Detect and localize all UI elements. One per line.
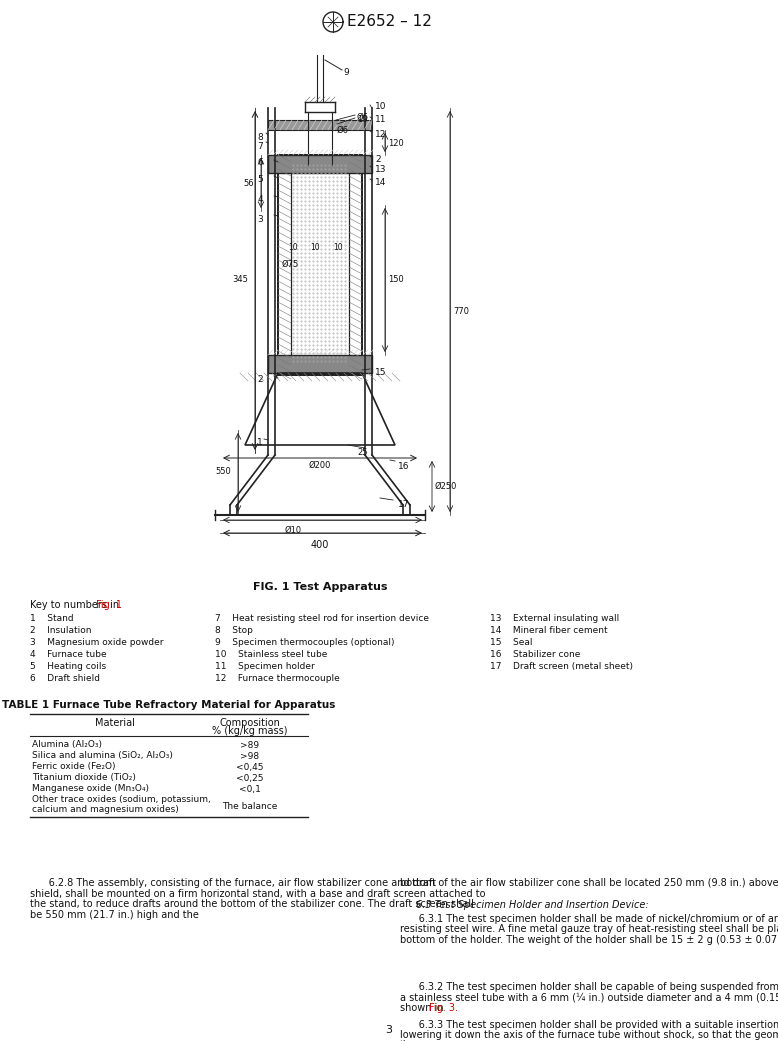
Bar xyxy=(278,155,362,375)
Text: Ø75: Ø75 xyxy=(282,260,300,269)
Bar xyxy=(278,155,362,375)
Text: resisting steel wire. A fine metal gauze tray of heat-resisting steel shall be p: resisting steel wire. A fine metal gauze… xyxy=(400,924,778,935)
Text: 13    External insulating wall: 13 External insulating wall xyxy=(490,614,619,623)
Text: 345: 345 xyxy=(232,276,248,284)
Text: 16    Stabilizer cone: 16 Stabilizer cone xyxy=(490,650,580,659)
Text: The balance: The balance xyxy=(223,802,278,811)
Text: 400: 400 xyxy=(311,540,329,550)
Text: 8    Stop: 8 Stop xyxy=(215,626,253,635)
Text: 3: 3 xyxy=(386,1025,392,1035)
Text: Ø6: Ø6 xyxy=(337,126,349,135)
Text: 6.3.3 The test specimen holder shall be provided with a suitable insertion devic: 6.3.3 The test specimen holder shall be … xyxy=(400,1019,778,1030)
Text: 150: 150 xyxy=(388,276,404,284)
Text: be 550 mm (21.7 in.) high and the: be 550 mm (21.7 in.) high and the xyxy=(30,910,199,919)
Text: 14    Mineral fiber cement: 14 Mineral fiber cement xyxy=(490,626,608,635)
Text: 10: 10 xyxy=(375,102,387,111)
Text: Material: Material xyxy=(95,718,135,728)
Text: Fig. 3.: Fig. 3. xyxy=(429,1002,458,1013)
Text: 2: 2 xyxy=(258,375,263,384)
Text: 14: 14 xyxy=(375,178,387,187)
Text: Manganese oxide (Mn₃O₄): Manganese oxide (Mn₃O₄) xyxy=(32,784,149,793)
Bar xyxy=(268,155,372,173)
Text: Ø6: Ø6 xyxy=(357,113,369,122)
Text: 10: 10 xyxy=(288,243,298,252)
Text: shield, shall be mounted on a firm horizontal stand, with a base and draft scree: shield, shall be mounted on a firm horiz… xyxy=(30,889,485,898)
Text: 9    Specimen thermocouples (optional): 9 Specimen thermocouples (optional) xyxy=(215,638,394,648)
Bar xyxy=(268,120,372,130)
Text: 6: 6 xyxy=(258,158,263,167)
Text: 6.3.2 The test specimen holder shall be capable of being suspended from the lowe: 6.3.2 The test specimen holder shall be … xyxy=(400,982,778,992)
Text: 10: 10 xyxy=(333,243,343,252)
Bar xyxy=(268,355,372,373)
Text: 12    Furnace thermocouple: 12 Furnace thermocouple xyxy=(215,674,340,683)
Text: 770: 770 xyxy=(453,306,469,315)
Text: 17: 17 xyxy=(398,500,409,509)
Text: Composition: Composition xyxy=(219,718,280,728)
Text: 6    Draft shield: 6 Draft shield xyxy=(30,674,100,683)
Text: TABLE 1 Furnace Tube Refractory Material for Apparatus: TABLE 1 Furnace Tube Refractory Material… xyxy=(2,700,335,710)
Text: Alumina (Al₂O₃): Alumina (Al₂O₃) xyxy=(32,740,102,750)
Text: 10: 10 xyxy=(310,243,320,252)
Text: 550: 550 xyxy=(216,467,231,477)
Text: 3    Magnesium oxide powder: 3 Magnesium oxide powder xyxy=(30,638,163,648)
Text: 2: 2 xyxy=(375,155,380,164)
Text: >89: >89 xyxy=(240,741,260,750)
Text: Silica and alumina (SiO₂, Al₂O₃): Silica and alumina (SiO₂, Al₂O₃) xyxy=(32,751,173,760)
Text: bottom of the holder. The weight of the holder shall be 15 ± 2 g (0.53 ± 0.07 oz: bottom of the holder. The weight of the … xyxy=(400,935,778,945)
Text: lowering it down the axis of the furnace tube without shock, so that the geometr: lowering it down the axis of the furnace… xyxy=(400,1030,778,1040)
Text: 16: 16 xyxy=(398,462,409,471)
Text: 11    Specimen holder: 11 Specimen holder xyxy=(215,662,315,671)
Text: shown in: shown in xyxy=(400,1002,443,1013)
Text: Fig. 1: Fig. 1 xyxy=(96,600,122,610)
Text: Other trace oxides (sodium, potassium,
calcium and magnesium oxides): Other trace oxides (sodium, potassium, c… xyxy=(32,795,211,814)
Text: 25: 25 xyxy=(357,448,367,457)
Text: 5    Heating coils: 5 Heating coils xyxy=(30,662,106,671)
Text: Titanium dioxide (TiO₂): Titanium dioxide (TiO₂) xyxy=(32,773,136,782)
Text: Key to numbers in: Key to numbers in xyxy=(30,600,122,610)
Text: 15: 15 xyxy=(375,369,387,377)
Bar xyxy=(291,163,349,367)
Text: 120: 120 xyxy=(388,138,404,148)
Text: 4    Furnace tube: 4 Furnace tube xyxy=(30,650,107,659)
Text: 6.2.8 The assembly, consisting of the furnace, air flow stabilizer cone and draf: 6.2.8 The assembly, consisting of the fu… xyxy=(30,878,436,888)
Text: 17    Draft screen (metal sheet): 17 Draft screen (metal sheet) xyxy=(490,662,633,671)
Text: bottom of the air flow stabilizer cone shall be located 250 mm (9.8 in.) above t: bottom of the air flow stabilizer cone s… xyxy=(400,878,778,888)
Text: 1: 1 xyxy=(258,438,263,447)
Text: FIG. 1 Test Apparatus: FIG. 1 Test Apparatus xyxy=(253,582,387,592)
Text: 10    Stainless steel tube: 10 Stainless steel tube xyxy=(215,650,328,659)
Text: Ø200: Ø200 xyxy=(309,461,331,469)
Text: 56: 56 xyxy=(244,178,254,187)
Text: 8: 8 xyxy=(258,133,263,142)
Text: Ferric oxide (Fe₂O): Ferric oxide (Fe₂O) xyxy=(32,762,115,771)
Text: <0,25: <0,25 xyxy=(237,775,264,783)
Text: 6.3 Test Specimen Holder and Insertion Device:: 6.3 Test Specimen Holder and Insertion D… xyxy=(416,900,649,910)
Text: 13: 13 xyxy=(375,166,387,174)
Text: 15    Seal: 15 Seal xyxy=(490,638,532,648)
Text: E2652 – 12: E2652 – 12 xyxy=(347,15,432,29)
Text: >98: >98 xyxy=(240,752,260,761)
Text: Ø250: Ø250 xyxy=(435,482,457,490)
Text: 6.3.1 The test specimen holder shall be made of nickel/chromium or of an alterna: 6.3.1 The test specimen holder shall be … xyxy=(400,914,778,924)
Text: 12: 12 xyxy=(375,130,387,139)
Text: 3: 3 xyxy=(258,215,263,224)
Text: 10: 10 xyxy=(357,115,367,124)
Text: 9: 9 xyxy=(343,68,349,77)
Text: <0,1: <0,1 xyxy=(239,785,261,794)
Text: 1    Stand: 1 Stand xyxy=(30,614,74,623)
Text: 5: 5 xyxy=(258,175,263,184)
Text: Ø10: Ø10 xyxy=(285,526,302,535)
Text: 2    Insulation: 2 Insulation xyxy=(30,626,92,635)
Text: 7    Heat resisting steel rod for insertion device: 7 Heat resisting steel rod for insertion… xyxy=(215,614,429,623)
Text: % (kg/kg mass): % (kg/kg mass) xyxy=(212,726,288,736)
Text: 7: 7 xyxy=(258,142,263,151)
Text: 4: 4 xyxy=(258,195,263,204)
Text: a stainless steel tube with a 6 mm (¼ in.) outside diameter and a 4 mm (0.15 in.: a stainless steel tube with a 6 mm (¼ in… xyxy=(400,992,778,1002)
Text: the stand, to reduce drafts around the bottom of the stabilizer cone. The draft : the stand, to reduce drafts around the b… xyxy=(30,899,474,909)
Text: <0,45: <0,45 xyxy=(237,763,264,772)
Text: 11: 11 xyxy=(375,115,387,124)
